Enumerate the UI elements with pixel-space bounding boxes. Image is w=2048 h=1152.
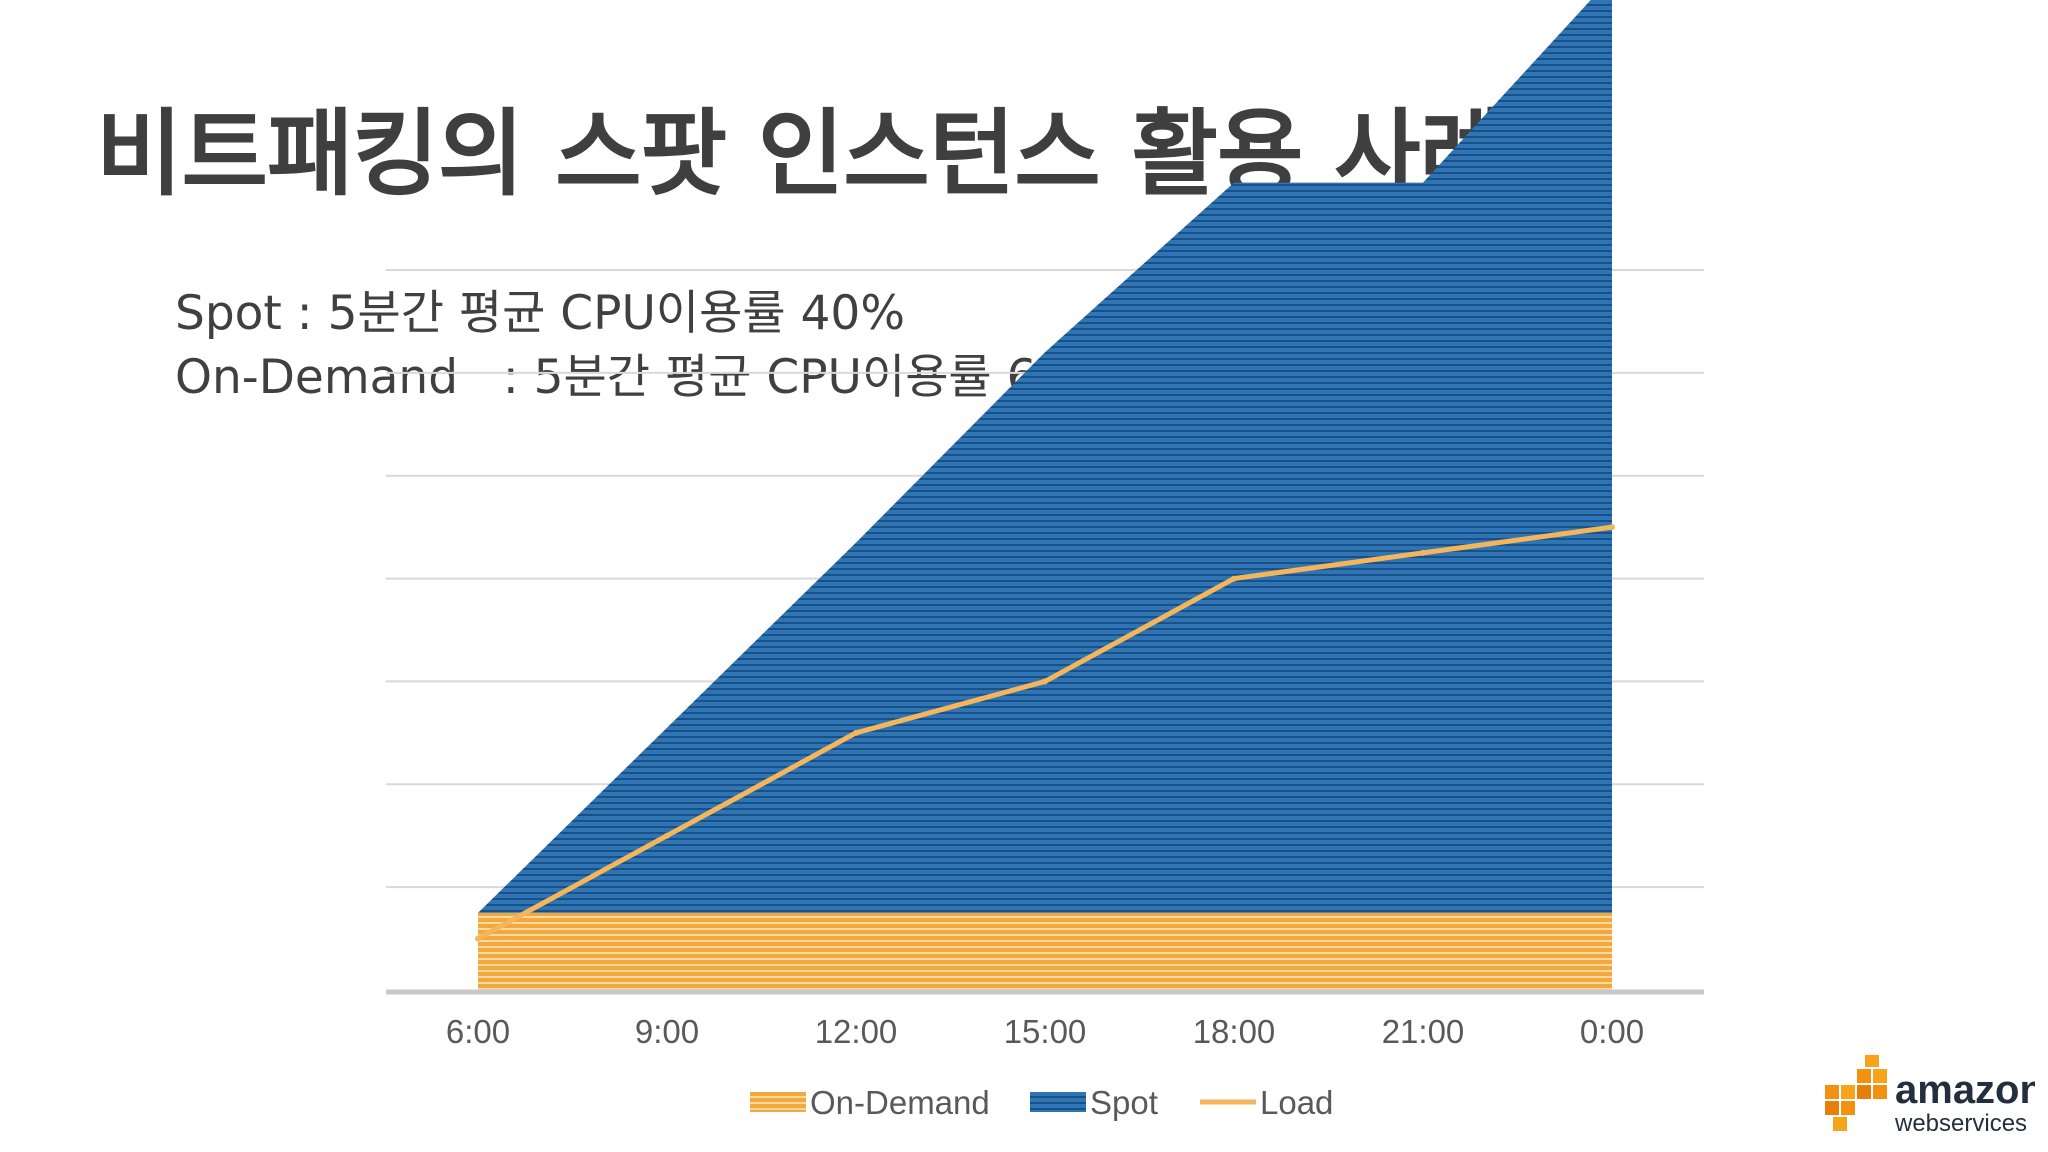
x-tick-label: 21:00 (1382, 1013, 1465, 1050)
x-tick-label: 0:00 (1580, 1013, 1644, 1050)
load-point (1609, 524, 1615, 531)
aws-logo: amazon webservices (1825, 1055, 2035, 1137)
aws-cubes-icon (1825, 1055, 1887, 1131)
legend-swatch-on-demand (750, 1092, 806, 1112)
legend-label-on-demand: On-Demand (810, 1084, 990, 1121)
cpu-stats: Spot : 5분간 평균 CPU이용률 40% On-Demand : 5분간… (175, 282, 1111, 410)
aws-logo-subtext: webservices (1894, 1110, 2027, 1137)
x-tick-label: 18:00 (1193, 1013, 1276, 1050)
area-series (478, 0, 1612, 990)
line-series (475, 524, 1615, 942)
on-demand-stat-line: On-Demand : 5분간 평균 CPU이용률 60% (175, 350, 1112, 405)
legend-label-load: Load (1260, 1084, 1333, 1121)
load-point (853, 729, 859, 736)
x-tick-label: 15:00 (1004, 1013, 1087, 1050)
legend-swatch-spot (1030, 1092, 1086, 1112)
chart-legend: On-Demand Spot Load (750, 1084, 1333, 1121)
aws-logo-text: amazon (1895, 1068, 2035, 1112)
load-point (1420, 549, 1426, 556)
x-tick-label: 9:00 (635, 1013, 699, 1050)
x-tick-label: 6:00 (446, 1013, 510, 1050)
load-point (1042, 678, 1048, 685)
legend-label-spot: Spot (1090, 1084, 1158, 1121)
x-axis: 6:00 9:00 12:00 15:00 18:00 21:00 0:00 (386, 989, 1704, 1050)
load-point (1231, 575, 1237, 582)
spot-stat-line: Spot : 5분간 평균 CPU이용률 40% (175, 286, 905, 341)
load-point (475, 935, 481, 942)
on-demand-area (478, 912, 1612, 990)
spot-area (478, 0, 1612, 913)
load-point (664, 832, 670, 839)
x-tick-label: 12:00 (815, 1013, 898, 1050)
